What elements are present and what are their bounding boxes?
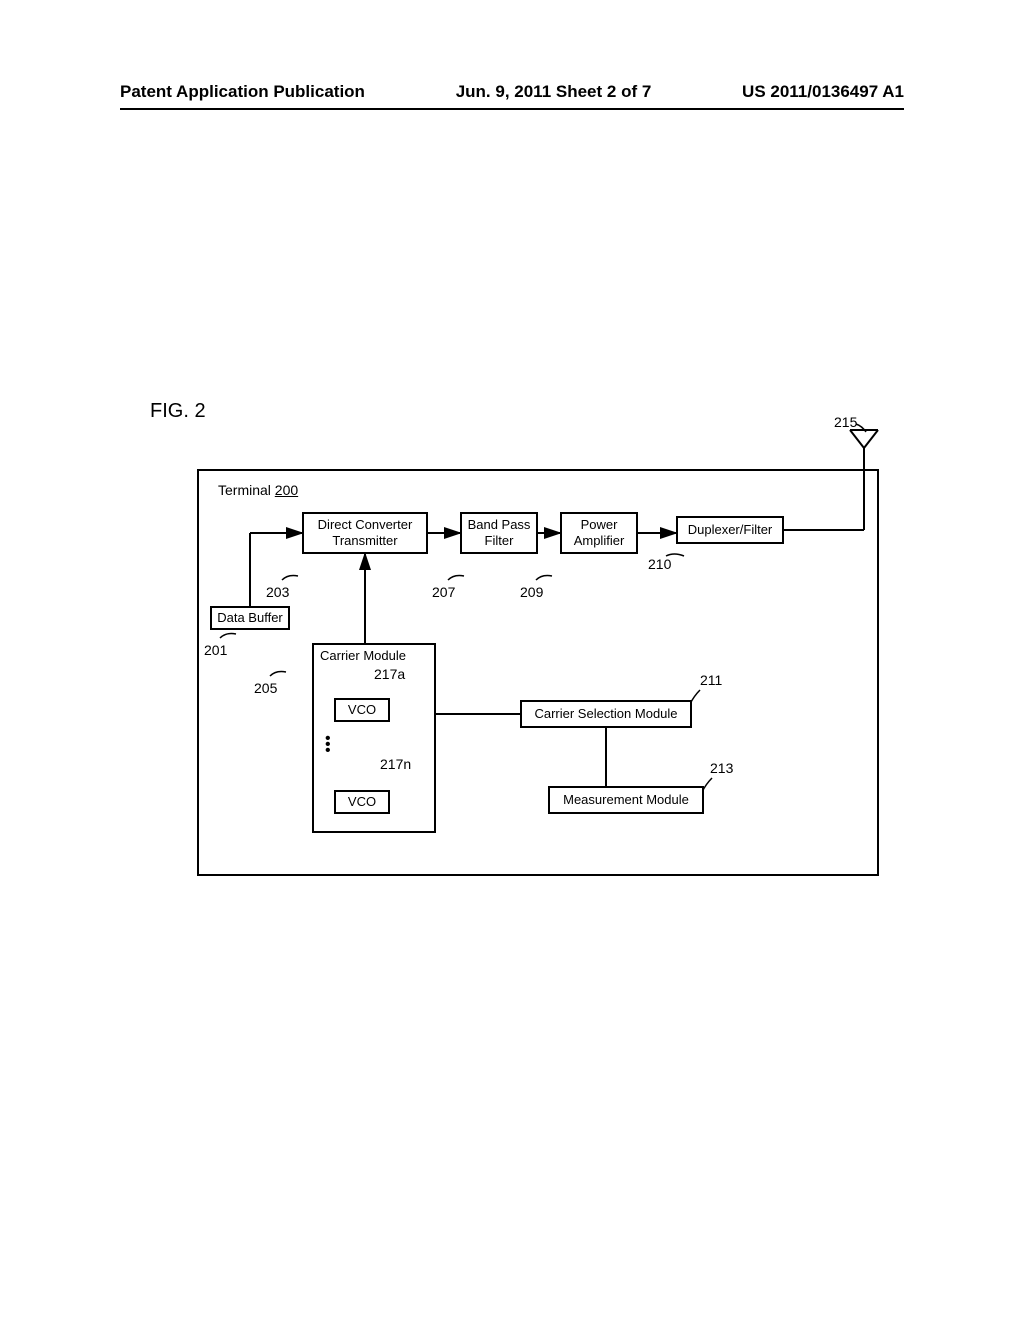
block-vco-a: VCO [334,698,390,722]
ref-210: 210 [648,556,671,572]
ref-203: 203 [266,584,289,600]
ref-207: 207 [432,584,455,600]
vco-ellipsis: ••• [325,736,331,754]
block-diagram: Terminal 200 Direct Converter Transmitte… [0,0,1024,1320]
terminal-label: Terminal 200 [218,482,298,498]
block-vco-n: VCO [334,790,390,814]
block-power-amplifier: Power Amplifier [560,512,638,554]
ref-209: 209 [520,584,543,600]
carrier-module-title: Carrier Module [320,648,406,663]
block-duplexer-filter: Duplexer/Filter [676,516,784,544]
ref-213: 213 [710,760,733,776]
block-direct-converter: Direct Converter Transmitter [302,512,428,554]
block-band-pass-filter: Band Pass Filter [460,512,538,554]
ref-211: 211 [700,672,722,688]
block-data-buffer: Data Buffer [210,606,290,630]
page: Patent Application Publication Jun. 9, 2… [0,0,1024,1320]
antenna-icon [850,430,878,470]
ref-205: 205 [254,680,277,696]
ref-215: 215 [834,414,857,430]
ref-217a: 217a [374,666,405,682]
wiring-svg [0,0,1024,1320]
terminal-label-num: 200 [275,482,298,498]
ref-217n: 217n [380,756,411,772]
ref-201: 201 [204,642,227,658]
terminal-label-prefix: Terminal [218,482,275,498]
block-measurement: Measurement Module [548,786,704,814]
block-carrier-selection: Carrier Selection Module [520,700,692,728]
